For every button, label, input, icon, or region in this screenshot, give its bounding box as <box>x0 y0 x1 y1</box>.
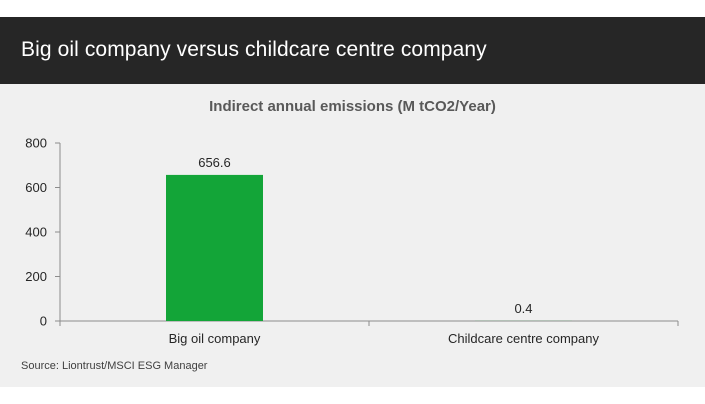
chart-panel: Indirect annual emissions (M tCO2/Year) … <box>0 84 705 387</box>
page-title: Big oil company versus childcare centre … <box>21 38 487 61</box>
header-bar: Big oil company versus childcare centre … <box>0 17 705 84</box>
chart-title: Indirect annual emissions (M tCO2/Year) <box>209 98 496 115</box>
source-note: Source: Liontrust/MSCI ESG Manager <box>21 360 208 372</box>
category-label: Big oil company <box>169 331 261 346</box>
category-label: Childcare centre company <box>448 331 600 346</box>
y-tick-label: 400 <box>25 225 47 240</box>
y-tick-label: 600 <box>25 180 47 195</box>
data-label: 0.4 <box>514 301 532 316</box>
data-label: 656.6 <box>198 155 231 170</box>
bar-chart: 0 200 400 600 800 656.6 Big oil company 0.4 Chil… <box>25 136 679 346</box>
y-tick-label: 0 <box>40 314 47 329</box>
bar <box>166 174 263 321</box>
y-tick-label: 200 <box>25 269 47 284</box>
y-tick-label: 800 <box>25 136 47 151</box>
